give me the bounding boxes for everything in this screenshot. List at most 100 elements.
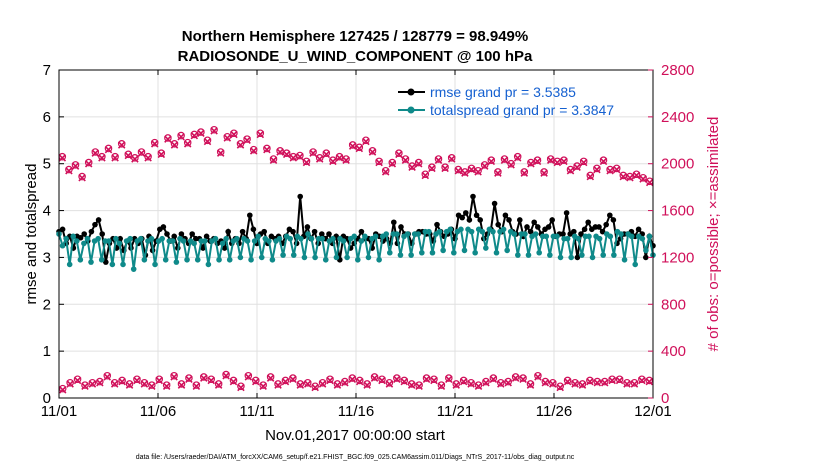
obs-assimilated-point xyxy=(461,169,469,177)
obs-possible-point xyxy=(296,380,305,388)
y-tick-label: 6 xyxy=(43,109,51,126)
obs-possible-point xyxy=(527,158,535,167)
obs-possible-point xyxy=(467,378,475,387)
obs-assimilated-point xyxy=(91,149,100,157)
totalspread-point xyxy=(305,231,311,237)
obs-assimilated-point xyxy=(487,157,496,166)
obs-possible-point xyxy=(96,377,104,386)
obs-assimilated-point xyxy=(322,150,331,159)
totalspread-point xyxy=(564,235,571,242)
obs-assimilated-point xyxy=(200,374,208,382)
obs-assimilated-point xyxy=(210,127,218,135)
obs-assimilated-point xyxy=(608,376,616,385)
obs-possible-point xyxy=(422,374,431,382)
obs-possible-point xyxy=(428,163,436,172)
obs-possible-point xyxy=(474,166,482,175)
obs-possible-point xyxy=(348,141,357,149)
obs-possible-point xyxy=(203,136,212,145)
totalspread-point xyxy=(429,249,436,256)
totalspread-point xyxy=(81,240,87,247)
rmse-point xyxy=(603,221,609,228)
obs-assimilated-point xyxy=(497,380,505,388)
x-tick-label: 11/06 xyxy=(140,403,176,420)
obs-possible-point xyxy=(388,158,397,167)
obs-possible-point xyxy=(638,375,646,384)
rmse-point xyxy=(391,219,397,226)
obs-possible-point xyxy=(157,149,166,157)
obs-assimilated-point xyxy=(586,377,594,386)
rmse-point xyxy=(560,231,566,237)
obs-assimilated-point xyxy=(447,155,456,163)
rmse-point xyxy=(326,231,332,237)
obs-assimilated-point xyxy=(467,165,476,174)
obs-possible-point xyxy=(185,374,193,382)
obs-assimilated-point xyxy=(237,383,245,392)
obs-assimilated-point xyxy=(599,157,608,166)
obs-possible-point xyxy=(421,170,430,179)
obs-possible-point xyxy=(368,147,377,155)
obs-assimilated-point xyxy=(192,382,201,391)
y-tick-label: 7 xyxy=(43,62,51,79)
obs-possible-point xyxy=(341,377,349,386)
obs-possible-point xyxy=(467,164,476,173)
obs-possible-point xyxy=(586,376,594,385)
obs-assimilated-point xyxy=(452,381,461,389)
obs-possible-point xyxy=(540,168,548,176)
obs-possible-point xyxy=(381,166,390,175)
obs-assimilated-point xyxy=(177,381,186,389)
obs-assimilated-point xyxy=(520,169,529,177)
totalspread-point xyxy=(362,233,368,240)
obs-possible-point xyxy=(526,380,535,388)
obs-assimilated-point xyxy=(81,382,89,391)
totalspread-point xyxy=(515,252,521,258)
totalspread-point xyxy=(130,266,137,272)
obs-possible-point xyxy=(98,152,106,161)
totalspread-point xyxy=(639,235,646,242)
obs-possible-point xyxy=(452,380,461,388)
obs-assimilated-point xyxy=(566,166,575,175)
obs-assimilated-point xyxy=(131,155,139,163)
totalspread-point xyxy=(269,256,276,263)
obs-possible-point xyxy=(378,375,386,384)
totalspread-point xyxy=(340,238,347,244)
obs-possible-point xyxy=(311,382,319,391)
obs-assimilated-point xyxy=(222,371,230,380)
y-tick-label: 2 xyxy=(43,296,51,313)
obs-assimilated-point xyxy=(104,145,113,154)
obs-assimilated-point xyxy=(482,379,490,387)
totalspread-point xyxy=(447,226,454,233)
obs-possible-point xyxy=(415,381,423,389)
totalspread-point xyxy=(290,252,297,258)
obs-assimilated-point xyxy=(150,140,159,148)
obs-assimilated-point xyxy=(378,376,386,385)
obs-assimilated-point xyxy=(162,382,171,391)
totalspread-point xyxy=(202,238,208,244)
y-tick-label: 3 xyxy=(43,249,51,266)
rmse-point xyxy=(527,228,534,235)
rmse-line xyxy=(58,196,654,263)
totalspread-point xyxy=(611,252,617,258)
totalspread-point xyxy=(248,256,254,263)
obs-assimilated-point xyxy=(88,380,97,388)
obs-possible-point xyxy=(645,376,654,385)
totalspread-point xyxy=(643,247,649,254)
obs-possible-point xyxy=(150,138,159,147)
obs-possible-point xyxy=(326,375,334,384)
obs-assimilated-point xyxy=(388,159,397,168)
obs-possible-point xyxy=(480,161,489,169)
y-tick-label: 1 xyxy=(43,343,51,360)
obs-assimilated-point xyxy=(185,375,193,384)
obs-possible-point xyxy=(520,168,529,176)
obs-possible-point xyxy=(244,371,253,380)
obs-assimilated-point xyxy=(243,136,251,145)
totalspread-point xyxy=(255,233,261,240)
x-tick-label: 11/01 xyxy=(41,403,77,420)
rmse-point xyxy=(304,224,311,230)
obs-assimilated-point xyxy=(148,382,156,391)
obs-possible-point xyxy=(144,152,152,161)
obs-possible-point xyxy=(573,162,581,170)
obs-assimilated-point xyxy=(612,165,621,174)
totalspread-point xyxy=(372,233,379,240)
obs-possible-point xyxy=(137,148,146,156)
obs-possible-point xyxy=(393,374,401,382)
